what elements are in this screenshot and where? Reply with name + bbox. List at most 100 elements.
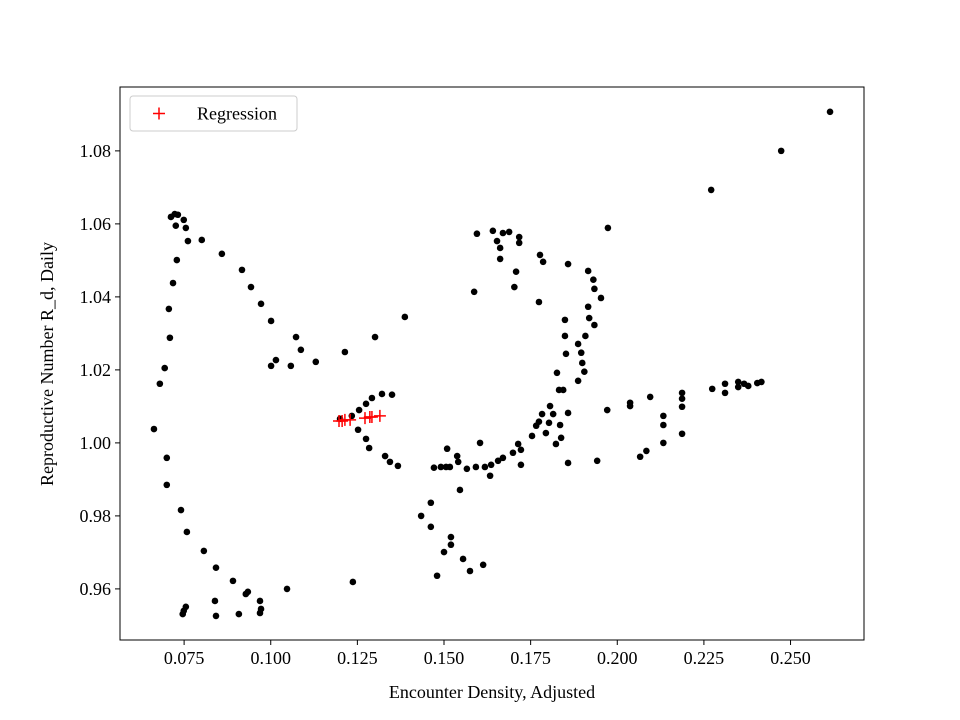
point <box>292 333 300 341</box>
point <box>257 300 265 308</box>
point <box>365 444 373 452</box>
y-tick-label: 1.04 <box>80 287 112 307</box>
point <box>433 572 441 580</box>
x-tick-label: 0.100 <box>250 648 291 668</box>
point <box>459 555 467 563</box>
point <box>509 449 517 457</box>
point <box>734 378 742 386</box>
point <box>561 316 569 324</box>
point <box>349 578 357 586</box>
point <box>744 382 752 390</box>
point <box>256 609 264 617</box>
point <box>447 533 455 541</box>
point <box>163 481 171 489</box>
point <box>517 446 525 454</box>
legend-box <box>129 95 298 132</box>
point <box>235 610 243 618</box>
point <box>582 332 589 340</box>
point <box>511 283 518 291</box>
point <box>707 186 715 194</box>
point <box>371 333 379 341</box>
point <box>499 454 507 462</box>
point <box>362 435 370 443</box>
point <box>297 346 305 354</box>
point <box>272 356 280 364</box>
point <box>564 459 572 467</box>
point <box>678 430 686 438</box>
regression-point <box>365 410 378 423</box>
legend-label: Regression <box>197 104 277 124</box>
point <box>443 445 451 453</box>
point <box>758 378 765 386</box>
point <box>585 314 593 322</box>
point <box>584 267 592 275</box>
point <box>453 452 461 460</box>
x-tick-label: 0.250 <box>770 648 811 668</box>
point <box>238 266 246 274</box>
point <box>593 457 601 465</box>
point <box>386 458 394 466</box>
y-tick-label: 1.00 <box>80 433 112 453</box>
point <box>446 463 454 471</box>
point <box>486 472 494 480</box>
point <box>528 432 536 440</box>
point <box>512 268 520 275</box>
point <box>440 548 448 556</box>
point <box>470 288 478 296</box>
point <box>578 359 586 367</box>
point <box>553 369 561 377</box>
point <box>183 528 191 536</box>
point <box>584 303 592 311</box>
point <box>256 597 264 605</box>
point <box>473 230 481 238</box>
point <box>368 394 376 402</box>
y-tick-label: 1.06 <box>80 214 112 234</box>
x-tick-label: 0.075 <box>164 648 205 668</box>
point <box>479 561 487 569</box>
point <box>198 236 206 244</box>
point <box>626 402 634 410</box>
x-tick-label: 0.200 <box>597 648 638 668</box>
point <box>381 452 389 460</box>
point <box>777 147 785 155</box>
point <box>591 321 598 329</box>
point <box>643 447 650 455</box>
legend: Regression <box>129 95 298 132</box>
point <box>660 412 667 420</box>
point <box>401 313 409 321</box>
point <box>229 577 237 585</box>
point <box>678 403 686 411</box>
point <box>489 227 497 235</box>
legend-marker <box>153 107 165 120</box>
point <box>546 402 554 410</box>
point <box>247 283 255 291</box>
point <box>542 429 550 437</box>
point <box>182 224 190 232</box>
point <box>172 222 180 230</box>
point <box>494 457 502 465</box>
point <box>496 244 504 252</box>
point <box>180 216 188 224</box>
point <box>559 386 567 394</box>
point <box>150 425 158 433</box>
point <box>161 364 169 372</box>
point <box>341 348 349 356</box>
regression-point <box>358 412 371 425</box>
point <box>456 486 464 494</box>
point <box>505 228 513 236</box>
point <box>362 400 370 408</box>
point <box>166 334 174 342</box>
point <box>535 298 543 306</box>
point <box>562 350 570 358</box>
point <box>476 439 484 447</box>
point <box>604 224 612 232</box>
point <box>179 610 187 618</box>
point <box>177 506 185 514</box>
y-tick-label: 0.96 <box>80 579 112 599</box>
point <box>481 463 489 471</box>
point <box>660 421 667 429</box>
point <box>200 547 208 555</box>
regression-point <box>373 409 386 422</box>
point <box>173 256 181 264</box>
y-tick-label: 1.08 <box>80 141 112 161</box>
